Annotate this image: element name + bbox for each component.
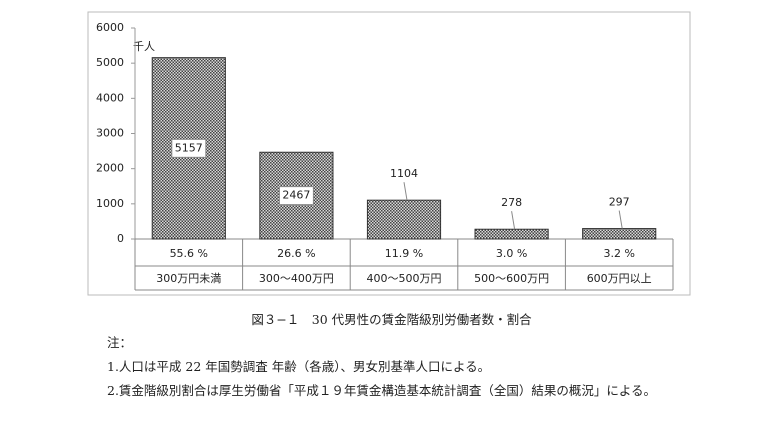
share-label: 26.6 % — [277, 247, 315, 260]
note: 1.人口は平成 22 年国勢調査 年齢（各歳）、男女別基準人口による。 — [107, 359, 491, 374]
value-label: 1104 — [390, 167, 418, 180]
share-label: 11.9 % — [385, 247, 423, 260]
share-label: 3.0 % — [496, 247, 527, 260]
leader-line — [403, 182, 408, 201]
leader-line — [511, 211, 516, 230]
x-tick-label: 300～400万円 — [259, 272, 334, 285]
note: 2.賃金階級別割合は厚生労働省「平成１９年賃金構造基本統計調査（全国）結果の概況… — [107, 383, 657, 398]
value-label-box — [278, 186, 314, 206]
notes: 注： 1.人口は平成 22 年国勢調査 年齢（各歳）、男女別基準人口による。 2… — [107, 331, 707, 403]
x-tick-label: 600万円以上 — [587, 272, 652, 285]
x-tick-label: 300万円未満 — [156, 272, 221, 285]
value-label: 2467 — [282, 189, 310, 202]
caption: 図３−１ 30 代男性の賃金階級別労働者数・割合 — [251, 312, 532, 327]
chart: 千人 0 1000 2000 3000 4000 5000 6000 5157 55.6 % 30… — [87, 11, 691, 296]
value-label-box — [171, 138, 207, 158]
bar — [366, 199, 442, 240]
notes-heading: 注： — [107, 335, 133, 350]
value-label: 5157 — [175, 141, 203, 154]
y-tick-label: 2000 — [96, 162, 124, 175]
y-tick-label: 0 — [117, 232, 124, 245]
x-tick-label: 500～600万円 — [474, 272, 549, 285]
x-tick-label: 400～500万円 — [367, 272, 442, 285]
y-tick-label: 1000 — [96, 197, 124, 210]
bar — [582, 228, 657, 240]
y-tick-label: 4000 — [96, 91, 124, 104]
y-tick-label: 5000 — [96, 56, 124, 69]
unit-label: 千人 — [133, 40, 155, 53]
y-tick-label: 3000 — [96, 127, 124, 140]
bar — [474, 228, 549, 240]
share-label: 55.6 % — [170, 247, 208, 260]
value-label: 278 — [501, 196, 522, 209]
leader-line — [618, 210, 623, 229]
share-label: 3.2 % — [603, 247, 634, 260]
value-label: 297 — [609, 196, 630, 209]
y-tick-label: 6000 — [96, 21, 124, 34]
